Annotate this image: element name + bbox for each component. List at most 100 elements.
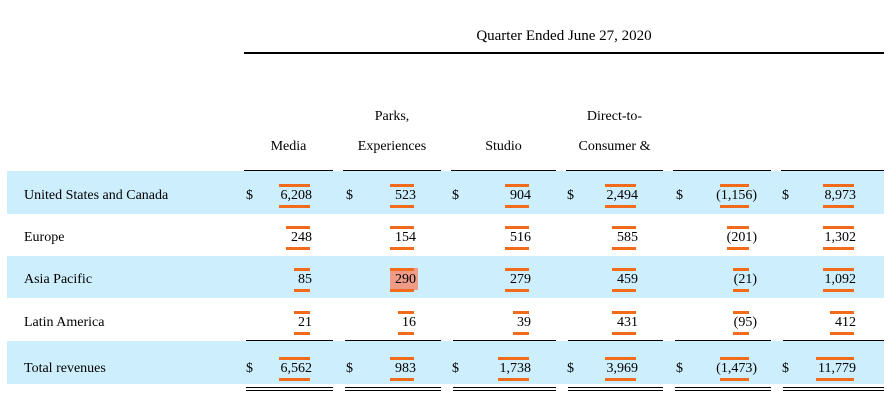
row-band bbox=[7, 341, 884, 384]
total-double-rule bbox=[246, 387, 333, 388]
value-marker-bottom bbox=[505, 204, 529, 208]
cell-value: (201) bbox=[726, 230, 757, 245]
dollar-sign: $ bbox=[246, 360, 253, 376]
value-marker-top bbox=[816, 356, 854, 360]
total-double-rule bbox=[675, 390, 771, 391]
value-marker-bottom bbox=[286, 247, 310, 250]
cell-value: 11,779 bbox=[818, 360, 856, 376]
value-marker-top bbox=[390, 183, 414, 187]
cell-value: 16 bbox=[402, 314, 416, 330]
value-marker-top bbox=[279, 356, 310, 360]
dollar-sign: $ bbox=[346, 360, 353, 376]
cell-value: 585 bbox=[617, 230, 638, 245]
cell-value: 516 bbox=[510, 230, 531, 245]
value-marker-top bbox=[398, 310, 414, 314]
cell-value: 3,969 bbox=[606, 360, 639, 376]
column-header-line: Media bbox=[270, 139, 307, 154]
value-marker-bottom bbox=[294, 289, 310, 292]
value-marker-top bbox=[286, 226, 310, 229]
dollar-sign: $ bbox=[782, 187, 789, 203]
value-marker-top bbox=[727, 226, 749, 229]
subtotal-rule bbox=[246, 340, 333, 341]
table-title: Quarter Ended June 27, 2020 bbox=[476, 28, 652, 44]
row-label: Total revenues bbox=[24, 360, 106, 376]
total-double-rule bbox=[783, 390, 884, 391]
dollar-sign: $ bbox=[676, 360, 683, 376]
total-double-rule bbox=[675, 387, 771, 388]
value-marker-top bbox=[823, 226, 854, 229]
cell-value: 21 bbox=[298, 314, 312, 330]
value-marker-bottom bbox=[612, 289, 636, 292]
value-marker-bottom bbox=[823, 289, 854, 292]
column-header-underline bbox=[673, 170, 771, 171]
dollar-sign: $ bbox=[782, 360, 789, 376]
value-marker-top bbox=[605, 356, 636, 360]
value-marker-top bbox=[505, 183, 529, 187]
value-marker-top bbox=[720, 183, 749, 187]
column-header-line: Parks, bbox=[374, 109, 410, 124]
value-marker-bottom bbox=[498, 377, 529, 381]
value-marker-bottom bbox=[398, 331, 414, 335]
value-marker-bottom bbox=[505, 289, 529, 292]
cell-value: 154 bbox=[395, 230, 416, 245]
value-marker-bottom bbox=[823, 247, 854, 250]
column-header-line: Experiences bbox=[357, 139, 427, 154]
value-marker-top bbox=[720, 356, 749, 360]
value-marker-bottom bbox=[612, 247, 636, 250]
highlighted-cell bbox=[390, 268, 418, 290]
column-header-line: Consumer & bbox=[578, 139, 651, 154]
column-header-line: Studio bbox=[485, 139, 522, 154]
column-header-underline bbox=[566, 170, 663, 171]
subtotal-rule bbox=[453, 340, 556, 341]
value-marker-bottom bbox=[390, 247, 414, 250]
value-marker-bottom bbox=[294, 331, 310, 335]
value-marker-top bbox=[390, 356, 414, 360]
value-marker-bottom bbox=[505, 247, 529, 250]
value-marker-top bbox=[294, 310, 310, 314]
cell-value: 85 bbox=[298, 272, 312, 287]
row-label: Latin America bbox=[24, 314, 105, 330]
value-marker-top bbox=[823, 183, 854, 187]
value-marker-top bbox=[733, 268, 749, 271]
total-double-rule bbox=[246, 390, 333, 391]
value-marker-bottom bbox=[720, 377, 749, 381]
cell-value: 39 bbox=[517, 314, 531, 330]
cell-value: 431 bbox=[617, 314, 638, 330]
dollar-sign: $ bbox=[676, 187, 683, 203]
cell-value: 983 bbox=[395, 360, 416, 376]
total-double-rule bbox=[345, 390, 441, 391]
cell-value: 523 bbox=[395, 187, 416, 203]
value-marker-bottom bbox=[513, 331, 529, 335]
value-marker-top bbox=[390, 268, 414, 271]
cell-value: 1,092 bbox=[824, 272, 857, 287]
dollar-sign: $ bbox=[246, 187, 253, 203]
title-rule bbox=[244, 52, 884, 54]
value-marker-top bbox=[513, 310, 529, 314]
value-marker-top bbox=[505, 268, 529, 271]
value-marker-bottom bbox=[816, 377, 854, 381]
subtotal-rule bbox=[345, 340, 441, 341]
cell-value: (95) bbox=[733, 314, 757, 330]
dollar-sign: $ bbox=[452, 360, 459, 376]
column-header-line: Direct-to- bbox=[586, 109, 643, 124]
total-double-rule bbox=[345, 387, 441, 388]
value-marker-top bbox=[830, 310, 854, 314]
column-header-underline bbox=[343, 170, 441, 171]
total-double-rule bbox=[783, 387, 884, 388]
cell-value: 2,494 bbox=[606, 187, 639, 203]
value-marker-top bbox=[823, 268, 854, 271]
cell-value: 1,302 bbox=[824, 230, 857, 245]
cell-value: 8,973 bbox=[824, 187, 857, 203]
value-marker-bottom bbox=[605, 377, 636, 381]
cell-value: 248 bbox=[291, 230, 312, 245]
cell-value: 412 bbox=[835, 314, 856, 330]
value-marker-top bbox=[612, 310, 636, 314]
row-label: United States and Canada bbox=[24, 187, 169, 203]
row-label: Asia Pacific bbox=[24, 272, 93, 287]
value-marker-bottom bbox=[612, 331, 636, 335]
column-header-underline bbox=[244, 170, 333, 171]
column-header-underline bbox=[781, 170, 884, 171]
subtotal-rule bbox=[675, 340, 771, 341]
cell-value: (1,156) bbox=[716, 187, 757, 203]
subtotal-rule bbox=[568, 340, 663, 341]
